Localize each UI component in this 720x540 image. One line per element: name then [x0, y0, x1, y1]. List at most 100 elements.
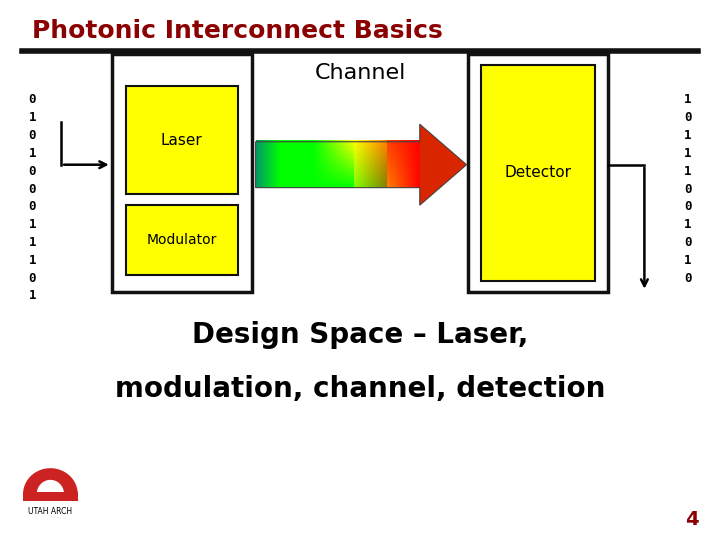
Bar	[309, 164, 310, 165]
Bar	[323, 172, 324, 173]
Bar	[266, 168, 267, 170]
Bar	[403, 167, 405, 168]
Bar	[299, 145, 300, 146]
Bar	[393, 141, 395, 143]
Bar	[284, 177, 285, 178]
Bar	[275, 145, 276, 146]
Bar	[265, 168, 266, 170]
Bar	[278, 175, 279, 177]
Bar	[415, 146, 417, 148]
Bar	[418, 170, 419, 172]
Bar	[273, 178, 274, 180]
Bar	[338, 148, 339, 150]
Bar	[339, 146, 341, 148]
Bar	[365, 143, 366, 145]
Bar	[398, 162, 400, 164]
Bar	[414, 151, 415, 153]
Bar	[363, 151, 364, 153]
Bar	[397, 183, 398, 185]
Bar	[262, 154, 264, 156]
Bar	[411, 170, 413, 172]
Bar	[328, 172, 330, 173]
Bar	[351, 184, 352, 186]
Bar	[320, 167, 321, 168]
Bar	[325, 142, 327, 188]
Bar	[280, 153, 281, 154]
Bar	[338, 186, 339, 188]
Bar	[359, 159, 360, 161]
Bar	[354, 186, 356, 188]
Bar	[342, 143, 343, 145]
Bar	[310, 183, 312, 185]
Bar	[375, 181, 377, 183]
Bar	[294, 170, 296, 172]
Bar	[340, 167, 341, 168]
Bar	[319, 168, 320, 170]
Bar	[417, 162, 418, 164]
Bar	[346, 175, 347, 177]
Bar	[318, 164, 319, 165]
Bar	[353, 172, 354, 173]
Bar	[384, 175, 386, 177]
Bar	[387, 186, 389, 188]
Bar	[372, 183, 373, 185]
Bar	[300, 162, 301, 164]
Bar	[363, 183, 364, 185]
Bar	[397, 181, 398, 183]
Bar	[336, 170, 338, 172]
Bar	[261, 145, 262, 146]
Bar	[393, 154, 394, 156]
Bar	[397, 186, 398, 188]
Bar	[261, 172, 263, 173]
Bar	[393, 151, 394, 153]
Bar	[295, 141, 297, 143]
Bar	[330, 165, 331, 167]
Bar	[367, 150, 369, 151]
Bar	[264, 178, 266, 180]
Bar	[408, 186, 409, 188]
Bar	[418, 165, 420, 167]
Bar	[284, 143, 286, 145]
Bar	[316, 177, 318, 178]
Bar	[366, 168, 368, 170]
Bar	[340, 172, 341, 173]
Bar	[345, 143, 346, 145]
Bar	[372, 173, 374, 175]
Bar	[402, 150, 404, 151]
Bar	[330, 178, 331, 180]
Bar	[273, 183, 274, 185]
Bar	[282, 184, 284, 186]
Bar	[278, 141, 279, 143]
Bar	[300, 175, 302, 177]
Bar	[348, 159, 349, 161]
Bar	[273, 157, 274, 159]
Bar	[378, 184, 379, 186]
Bar	[264, 143, 266, 145]
Bar	[296, 162, 297, 164]
Bar	[290, 142, 292, 188]
Bar	[393, 143, 394, 145]
Bar	[347, 179, 348, 181]
Bar	[348, 181, 349, 183]
Bar	[297, 179, 298, 181]
Bar	[282, 145, 283, 146]
Bar	[289, 186, 290, 188]
Bar	[266, 156, 267, 158]
Bar	[402, 159, 403, 161]
Bar	[320, 159, 322, 161]
Bar	[300, 140, 302, 142]
Bar	[383, 162, 384, 164]
Bar	[372, 165, 374, 167]
Bar	[409, 183, 410, 185]
Bar	[326, 153, 328, 154]
Bar	[357, 141, 359, 143]
Bar	[415, 167, 417, 168]
Bar	[328, 140, 330, 142]
Bar	[402, 167, 403, 168]
Bar	[375, 186, 377, 188]
Bar	[419, 143, 420, 145]
Bar	[356, 178, 357, 180]
Bar	[361, 162, 363, 164]
Bar	[333, 143, 334, 145]
Bar	[307, 170, 309, 172]
